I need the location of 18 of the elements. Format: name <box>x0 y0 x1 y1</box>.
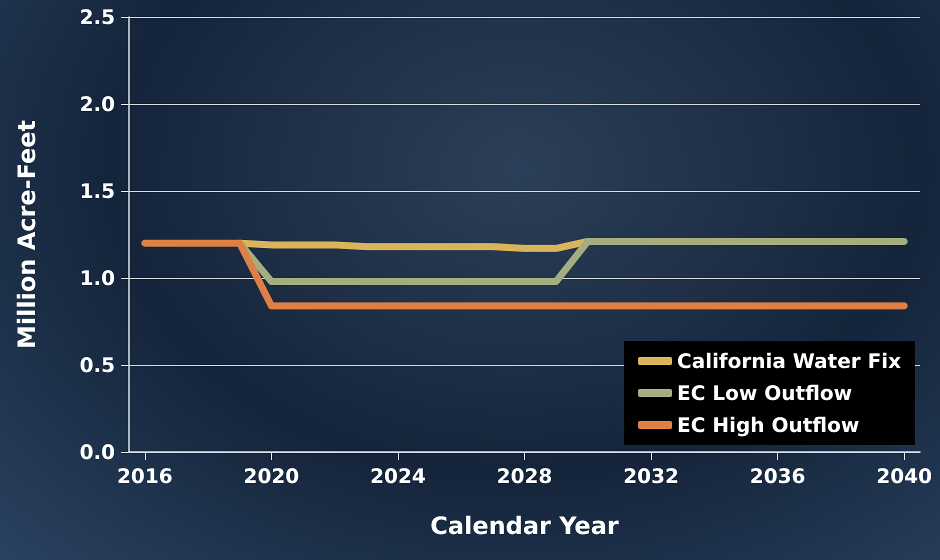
y-tick-label: 0.5 <box>80 353 115 377</box>
y-tick-label: 1.5 <box>80 179 115 203</box>
x-tick-label: 2024 <box>370 464 426 488</box>
x-tick-label: 2036 <box>750 464 806 488</box>
x-tick-label: 2020 <box>244 464 300 488</box>
x-tick-label: 2016 <box>116 464 173 488</box>
x-axis-title: Calendar Year <box>430 512 619 540</box>
legend-label: EC Low Outflow <box>677 381 852 405</box>
y-tick-label: 0.0 <box>80 440 115 464</box>
y-axis-title: Million Acre-Feet <box>13 120 41 350</box>
y-tick-label: 2.5 <box>80 5 115 29</box>
y-tick-label: 2.0 <box>80 92 115 116</box>
legend-label: EC High Outflow <box>677 413 860 437</box>
x-tick-label: 2040 <box>876 464 932 488</box>
legend-label: California Water Fix <box>677 349 902 373</box>
x-tick-label: 2032 <box>623 464 679 488</box>
x-tick-label: 2028 <box>496 464 552 488</box>
y-tick-label: 1.0 <box>80 266 115 290</box>
